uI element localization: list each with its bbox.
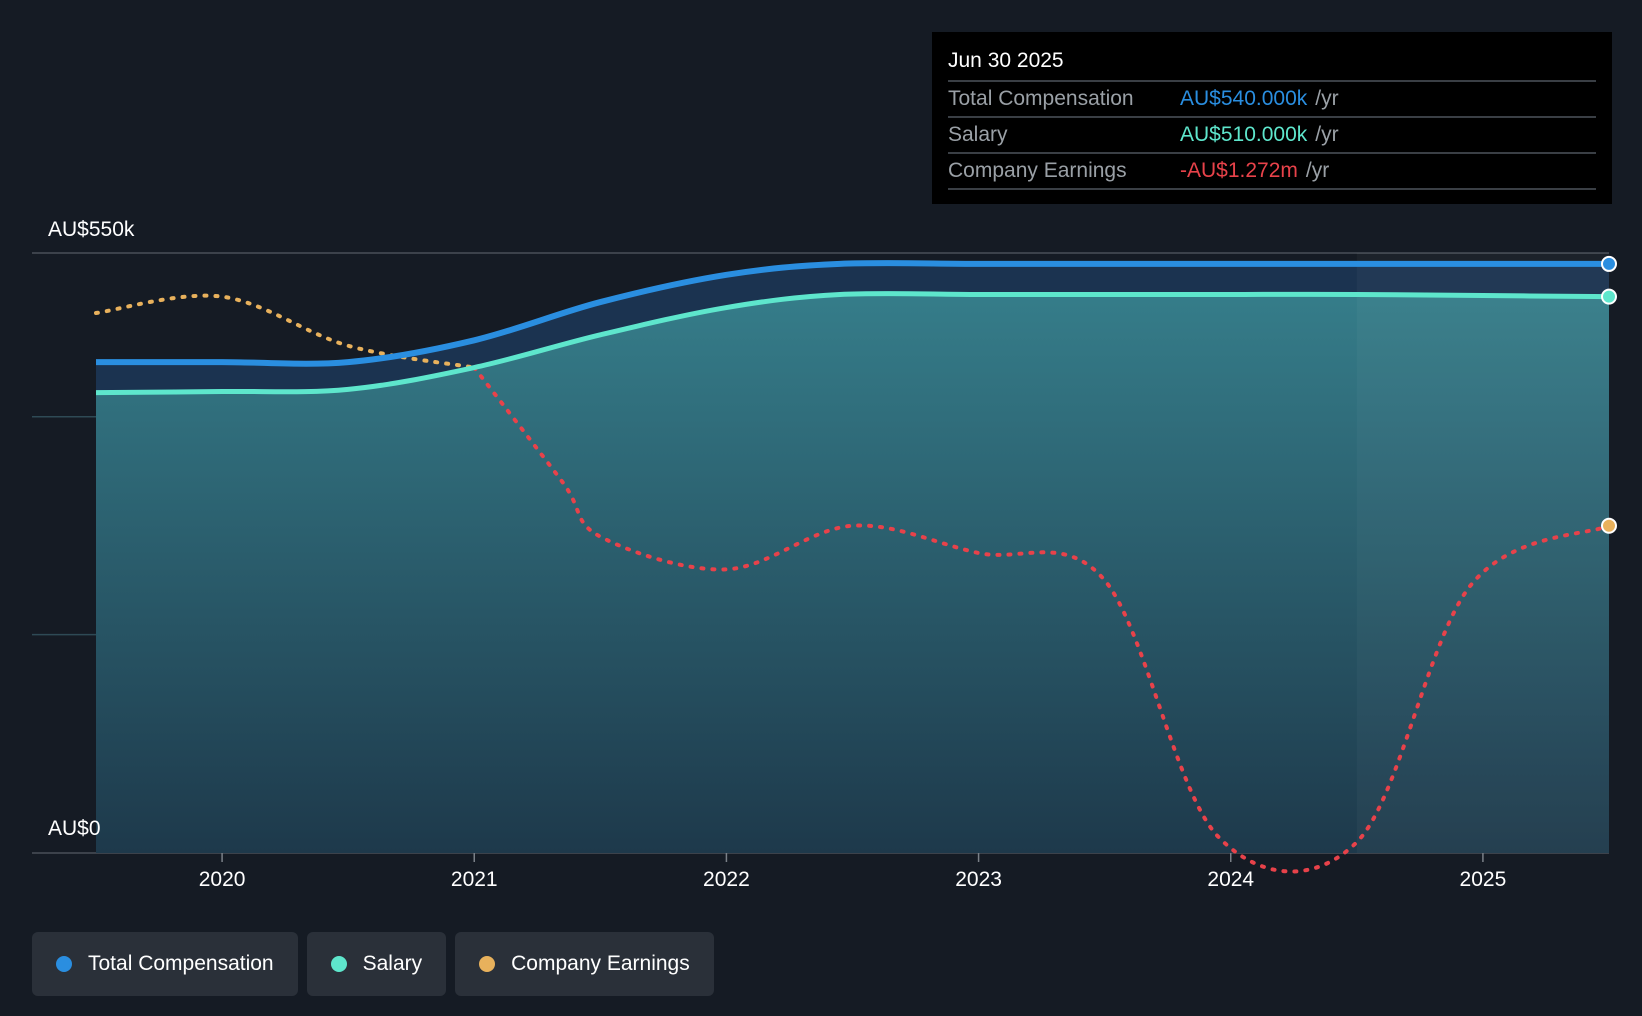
compensation-chart: 2020 2021 2022 2023 2024 2025 AU$550k AU$0 [32,218,1617,891]
salary-line [95,290,1610,396]
tooltip-unit: /yr [1315,87,1339,110]
area-layer [96,253,1609,853]
company-earnings-line-negative [472,365,1611,874]
legend-item-company-earnings[interactable]: Company Earnings [455,932,714,996]
legend-label: Salary [362,952,423,975]
tooltip-row-company-earnings: Company Earnings -AU$1.272m /yr [948,154,1596,190]
legend-label: Total Compensation [88,952,274,975]
line-layer [94,255,1617,874]
legend-item-salary[interactable]: Salary [306,932,447,996]
tooltip-row-salary: Salary AU$510.000k /yr [948,118,1596,154]
legend-label: Company Earnings [511,952,690,975]
total-compensation-line [96,260,1609,367]
legend-dot-icon [330,956,347,972]
salary-area [96,293,1609,853]
tooltip-unit: /yr [1315,123,1339,146]
tooltip-label: Total Compensation [948,87,1134,110]
x-tick-label: 2024 [1207,868,1254,891]
legend-dot-icon [56,956,72,972]
tooltip-date: Jun 30 2025 [948,46,1596,82]
legend: Total Compensation Salary Company Earnin… [32,932,714,996]
company-earnings-point [1601,517,1617,534]
legend-item-total-compensation[interactable]: Total Compensation [32,932,298,996]
x-tick-label: 2025 [1460,868,1507,891]
x-axis: 2020 2021 2022 2023 2024 2025 [199,853,1507,891]
company-earnings-line-positive [94,293,477,370]
x-tick-label: 2021 [451,868,498,891]
x-tick-label: 2020 [199,868,246,891]
highlight-band [1357,253,1609,853]
salary-point [1601,288,1617,305]
tooltip-row-total-compensation: Total Compensation AU$540.000k /yr [948,82,1596,118]
tooltip-label: Company Earnings [948,159,1127,182]
tooltip-value: AU$510.000k [1180,123,1308,146]
tooltip-value: AU$540.000k [1180,87,1308,110]
tooltip-label: Salary [948,123,1008,146]
x-tick-label: 2022 [703,868,750,891]
total-compensation-point [1601,255,1617,272]
y-axis-bottom-label: AU$0 [48,817,101,840]
tooltip: Jun 30 2025 Total Compensation AU$540.00… [932,32,1612,204]
legend-dot-icon [479,956,496,972]
tooltip-unit: /yr [1305,159,1330,182]
y-axis-top-label: AU$550k [48,218,135,241]
x-tick-label: 2023 [955,868,1002,891]
tooltip-value: -AU$1.272m [1180,159,1298,182]
